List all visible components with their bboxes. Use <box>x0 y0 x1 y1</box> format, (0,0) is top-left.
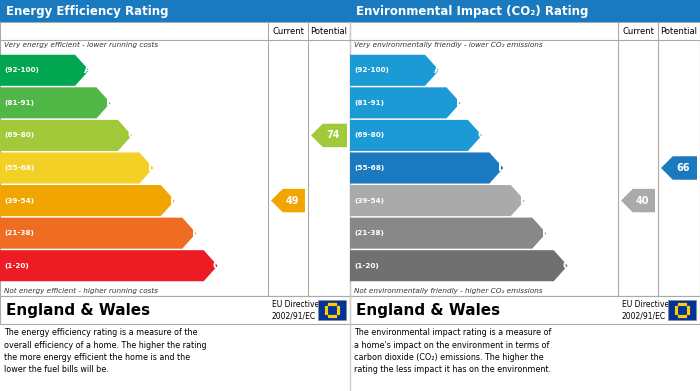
Text: 74: 74 <box>326 131 340 140</box>
Text: Environmental Impact (CO₂) Rating: Environmental Impact (CO₂) Rating <box>356 5 589 18</box>
Polygon shape <box>311 124 347 147</box>
Text: (1-20): (1-20) <box>354 263 379 269</box>
Text: (92-100): (92-100) <box>4 67 39 73</box>
Text: (81-91): (81-91) <box>4 100 34 106</box>
Text: (1-20): (1-20) <box>4 263 29 269</box>
Text: C: C <box>127 131 135 140</box>
Polygon shape <box>0 120 132 151</box>
Text: D: D <box>498 163 507 173</box>
Text: (81-91): (81-91) <box>354 100 384 106</box>
Polygon shape <box>350 185 525 216</box>
Text: The environmental impact rating is a measure of
a home's impact on the environme: The environmental impact rating is a mea… <box>354 328 552 375</box>
Bar <box>350 296 700 324</box>
Bar <box>318 300 346 320</box>
Polygon shape <box>0 250 218 281</box>
Polygon shape <box>0 218 196 249</box>
Polygon shape <box>350 120 482 151</box>
Polygon shape <box>350 55 439 86</box>
Polygon shape <box>350 152 503 183</box>
Text: 66: 66 <box>676 163 690 173</box>
Polygon shape <box>350 250 568 281</box>
Text: (21-38): (21-38) <box>4 230 34 236</box>
Text: Potential: Potential <box>661 27 697 36</box>
Text: (39-54): (39-54) <box>354 197 384 204</box>
Text: D: D <box>148 163 157 173</box>
Polygon shape <box>0 152 153 183</box>
Text: B: B <box>106 98 113 108</box>
Bar <box>668 300 696 320</box>
Text: 40: 40 <box>636 196 649 206</box>
Text: EU Directive
2002/91/EC: EU Directive 2002/91/EC <box>272 300 319 320</box>
Text: F: F <box>192 228 199 238</box>
Text: The energy efficiency rating is a measure of the
overall efficiency of a home. T: The energy efficiency rating is a measur… <box>4 328 206 375</box>
Text: A: A <box>84 65 92 75</box>
Text: G: G <box>213 261 221 271</box>
Polygon shape <box>661 156 697 180</box>
Polygon shape <box>350 218 546 249</box>
Bar <box>350 22 700 296</box>
Text: (69-80): (69-80) <box>354 133 384 138</box>
Polygon shape <box>0 87 111 118</box>
Text: Not environmentally friendly - higher CO₂ emissions: Not environmentally friendly - higher CO… <box>354 288 542 294</box>
Text: Potential: Potential <box>311 27 347 36</box>
Text: A: A <box>434 65 442 75</box>
Text: EU Directive
2002/91/EC: EU Directive 2002/91/EC <box>622 300 669 320</box>
Text: C: C <box>477 131 485 140</box>
Text: Very environmentally friendly - lower CO₂ emissions: Very environmentally friendly - lower CO… <box>354 42 542 48</box>
Polygon shape <box>271 189 305 212</box>
Text: G: G <box>563 261 571 271</box>
Text: 49: 49 <box>286 196 299 206</box>
Polygon shape <box>0 55 89 86</box>
Bar <box>0 22 350 296</box>
Text: Not energy efficient - higher running costs: Not energy efficient - higher running co… <box>4 288 158 294</box>
Text: F: F <box>542 228 549 238</box>
Text: (55-68): (55-68) <box>354 165 384 171</box>
Text: (92-100): (92-100) <box>354 67 389 73</box>
Polygon shape <box>350 87 461 118</box>
Text: England & Wales: England & Wales <box>356 303 500 317</box>
Text: (69-80): (69-80) <box>4 133 34 138</box>
Polygon shape <box>621 189 655 212</box>
Text: E: E <box>170 196 177 206</box>
Text: Current: Current <box>272 27 304 36</box>
Text: (55-68): (55-68) <box>4 165 34 171</box>
Text: B: B <box>456 98 463 108</box>
Bar <box>0 0 350 22</box>
Text: Current: Current <box>622 27 654 36</box>
Bar <box>0 296 350 324</box>
Text: England & Wales: England & Wales <box>6 303 150 317</box>
Text: Very energy efficient - lower running costs: Very energy efficient - lower running co… <box>4 42 158 48</box>
Polygon shape <box>0 185 175 216</box>
Text: (21-38): (21-38) <box>354 230 384 236</box>
Text: E: E <box>520 196 527 206</box>
Text: Energy Efficiency Rating: Energy Efficiency Rating <box>6 5 169 18</box>
Text: (39-54): (39-54) <box>4 197 34 204</box>
Bar <box>350 0 700 22</box>
